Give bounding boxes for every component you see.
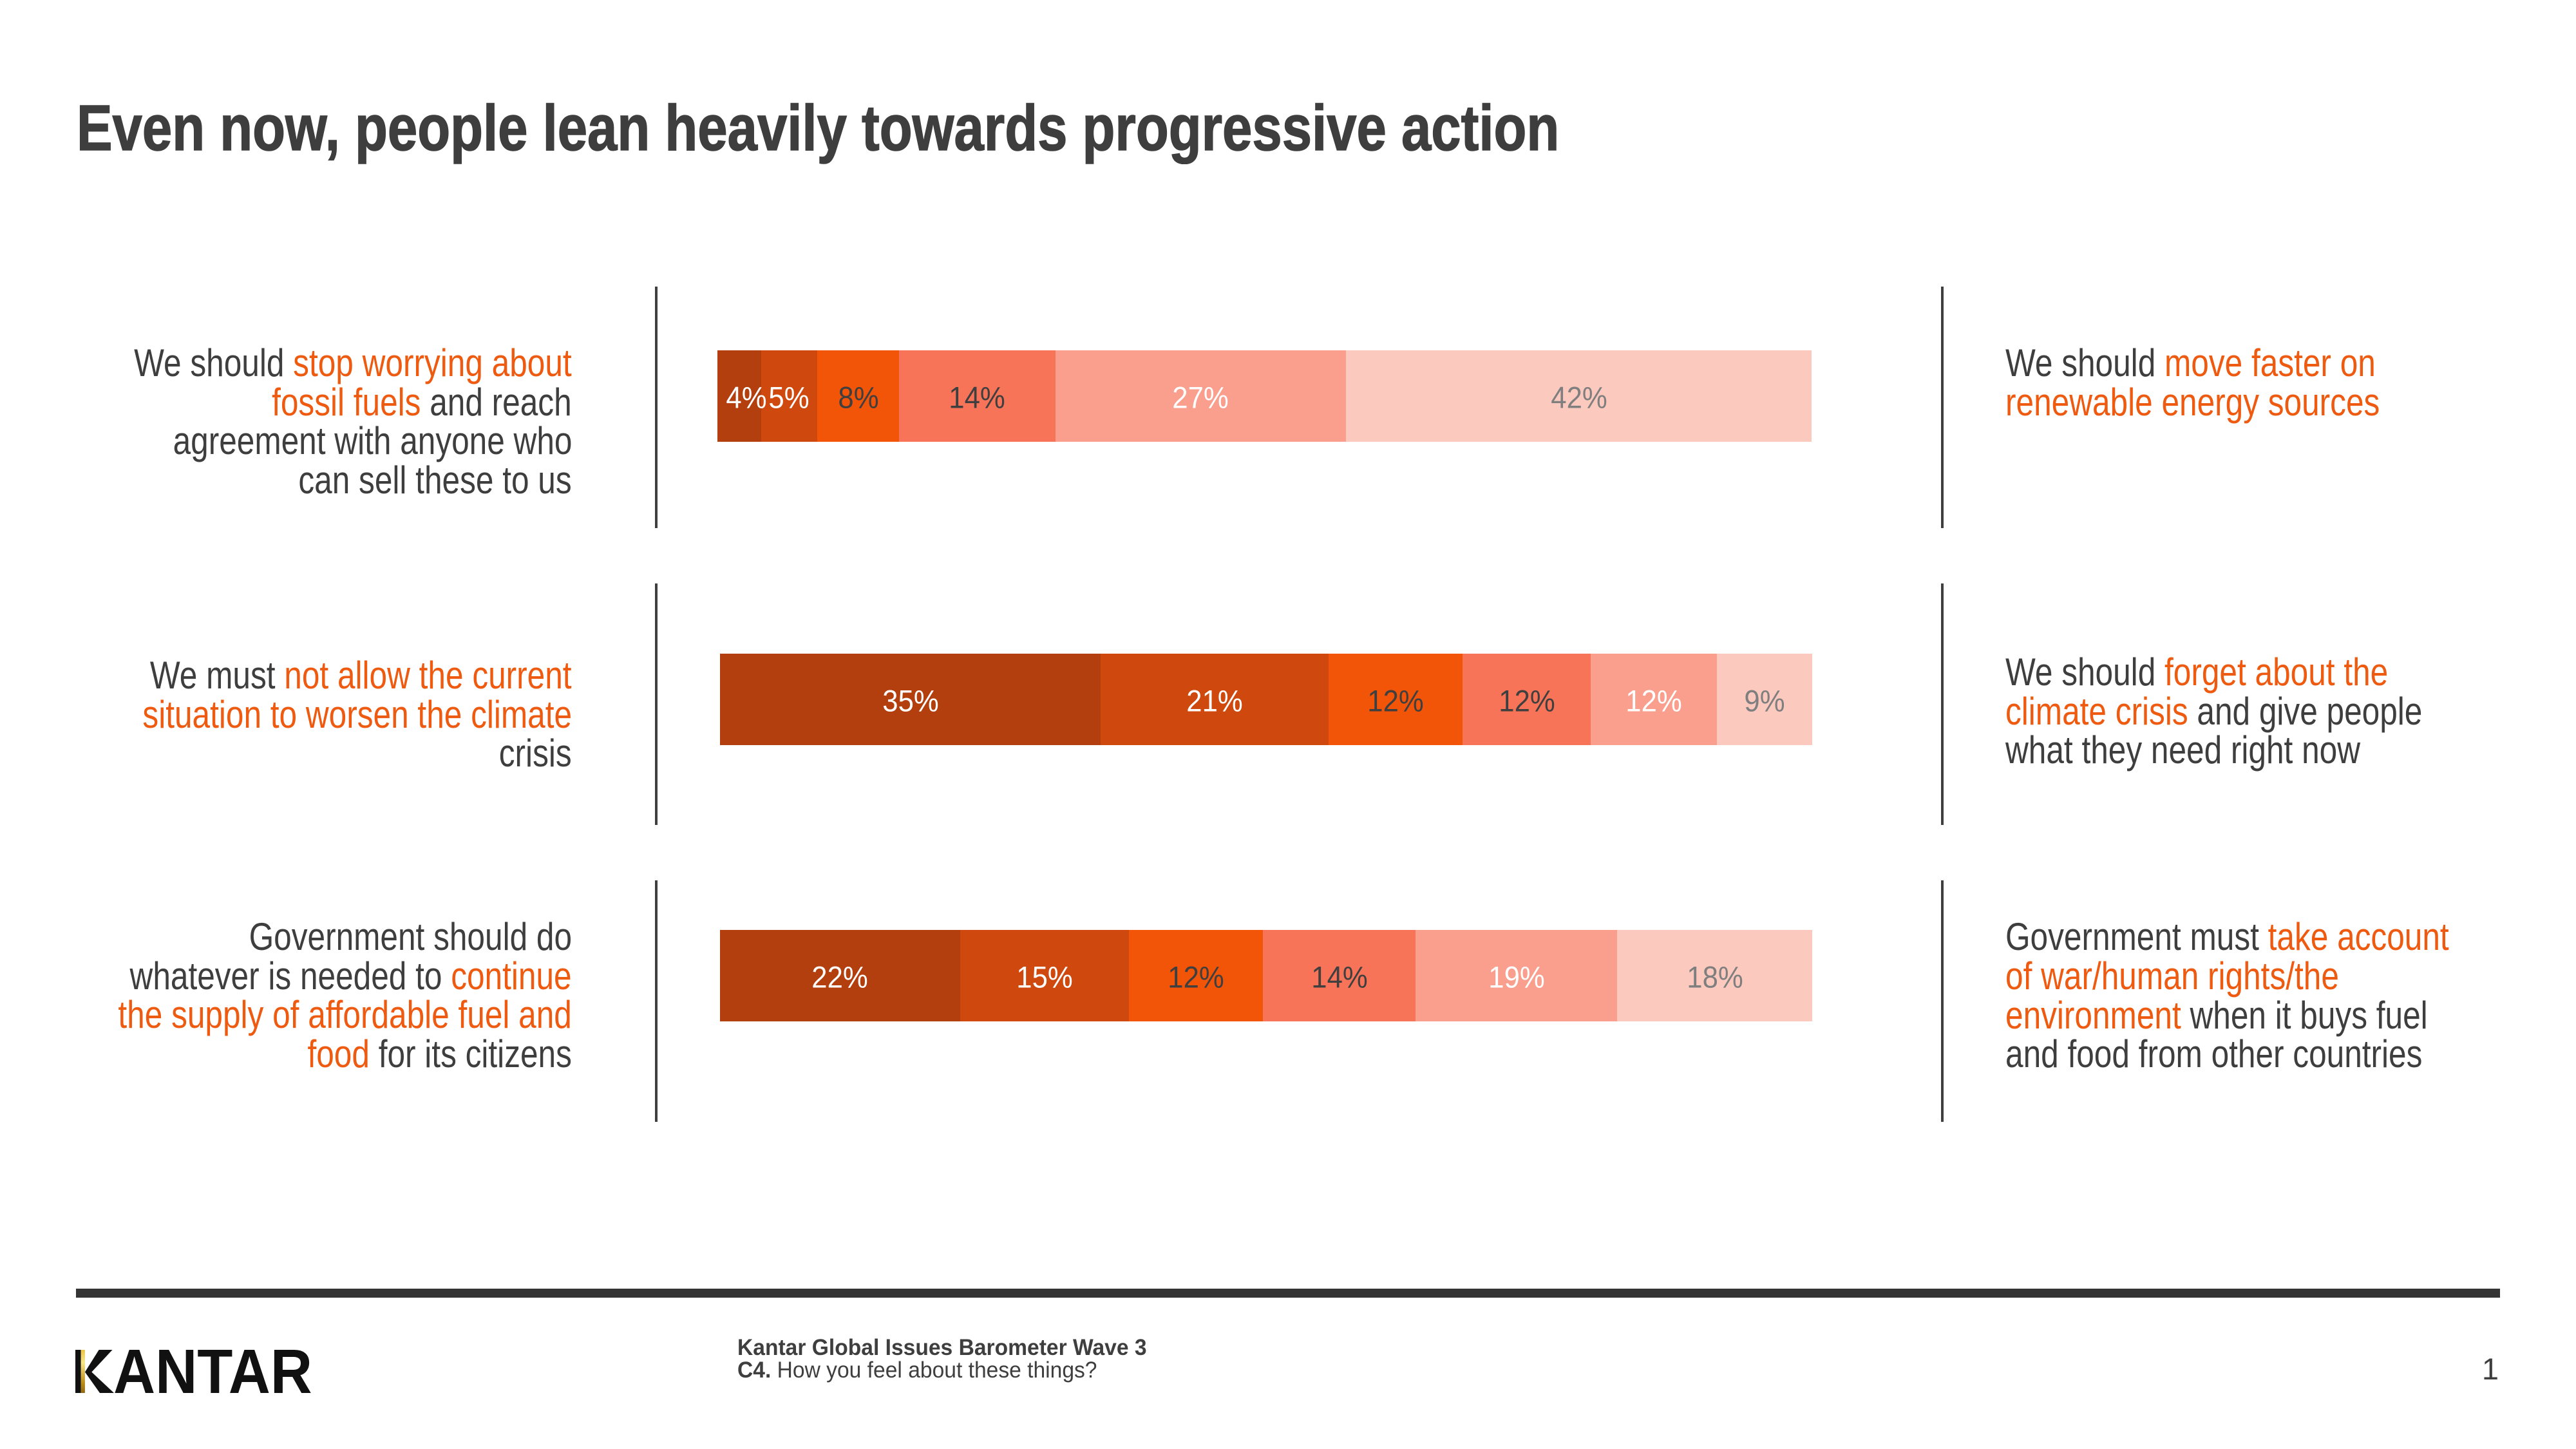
svg-text:ANTAR: ANTAR [113,1350,312,1394]
